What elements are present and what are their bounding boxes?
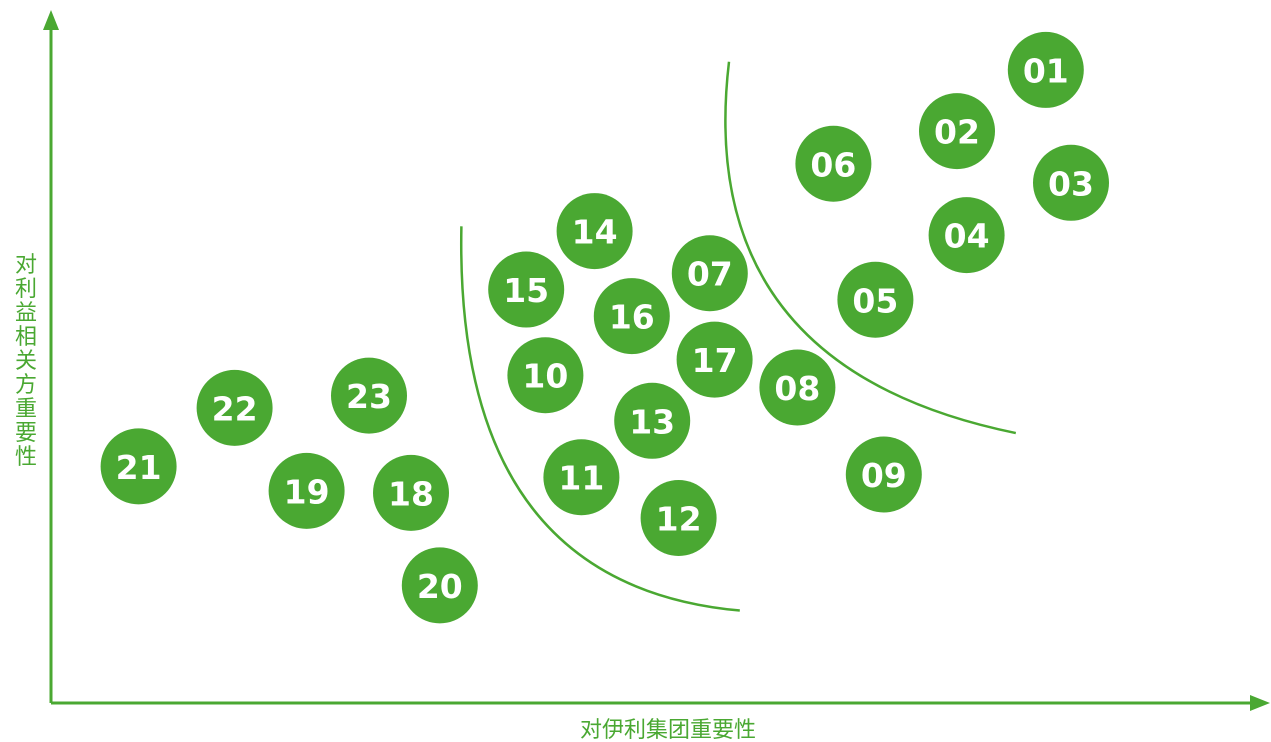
- data-point-13: 13: [614, 382, 691, 459]
- point-marker: [373, 454, 449, 531]
- point-label: 16: [609, 298, 655, 337]
- point-marker: [507, 337, 584, 414]
- point-marker: [759, 349, 836, 426]
- point-label: 18: [388, 474, 434, 513]
- point-label: 13: [629, 402, 675, 441]
- y-axis-arrow-icon: [43, 10, 59, 30]
- point-label: 09: [861, 456, 907, 495]
- point-label: 19: [284, 472, 330, 511]
- data-point-09: 09: [845, 436, 922, 513]
- point-marker: [196, 369, 273, 446]
- point-label: 15: [503, 271, 549, 310]
- data-point-04: 04: [928, 197, 1005, 274]
- point-marker: [614, 382, 691, 459]
- point-marker: [837, 261, 914, 338]
- data-point-03: 03: [1033, 144, 1109, 221]
- data-point-05: 05: [837, 261, 914, 338]
- point-marker: [845, 436, 922, 513]
- axes: [43, 10, 1270, 711]
- point-label: 14: [572, 213, 618, 252]
- data-points: 01 02 03 04 05 06 07 08 09 10 11 12 13 14 15 16 17 18 19 20…: [100, 31, 1109, 624]
- data-point-20: 20: [401, 547, 478, 624]
- data-point-01: 01: [1007, 31, 1084, 108]
- data-point-19: 19: [268, 452, 345, 529]
- point-label: 07: [687, 255, 733, 294]
- point-label: 02: [934, 113, 980, 152]
- point-marker: [556, 193, 633, 270]
- point-marker: [671, 235, 748, 312]
- point-marker: [401, 547, 478, 624]
- point-marker: [488, 251, 565, 328]
- point-marker: [795, 125, 872, 202]
- data-point-18: 18: [373, 454, 449, 531]
- data-point-15: 15: [488, 251, 565, 328]
- boundary-curve-2: [724, 61, 1017, 435]
- point-label: 08: [774, 369, 820, 408]
- data-point-23: 23: [331, 357, 407, 434]
- data-point-14: 14: [556, 193, 633, 270]
- data-point-02: 02: [919, 93, 995, 170]
- point-label: 01: [1023, 51, 1069, 90]
- point-marker: [100, 428, 177, 505]
- boundary-curve-1: [460, 226, 740, 612]
- point-label: 11: [558, 459, 604, 498]
- point-marker: [593, 278, 670, 355]
- point-label: 04: [944, 217, 990, 256]
- point-marker: [268, 452, 345, 529]
- data-point-17: 17: [676, 321, 753, 398]
- point-label: 20: [417, 567, 463, 606]
- data-point-07: 07: [671, 235, 748, 312]
- point-marker: [928, 197, 1005, 274]
- data-point-06: 06: [795, 125, 872, 202]
- point-marker: [1033, 144, 1109, 221]
- point-label: 22: [212, 389, 258, 428]
- data-point-10: 10: [507, 337, 584, 414]
- point-label: 05: [852, 281, 898, 320]
- point-marker: [676, 321, 753, 398]
- point-marker: [543, 439, 620, 516]
- data-point-22: 22: [196, 369, 273, 446]
- point-marker: [640, 480, 717, 557]
- point-marker: [331, 357, 407, 434]
- point-label: 23: [346, 377, 392, 416]
- x-axis-arrow-icon: [1250, 695, 1270, 711]
- data-point-12: 12: [640, 480, 717, 557]
- point-label: 21: [116, 448, 162, 487]
- data-point-11: 11: [543, 439, 620, 516]
- data-point-08: 08: [759, 349, 836, 426]
- point-label: 10: [522, 357, 568, 396]
- point-marker: [919, 93, 995, 170]
- data-point-16: 16: [593, 278, 670, 355]
- point-label: 03: [1048, 164, 1094, 203]
- point-label: 12: [656, 500, 702, 539]
- y-axis-title: 对利益相关方重要性: [15, 253, 37, 470]
- point-marker: [1007, 31, 1084, 108]
- data-point-21: 21: [100, 428, 177, 505]
- point-label: 17: [692, 341, 738, 380]
- boundary-curves: [460, 61, 1017, 612]
- x-axis-title: 对伊利集团重要性: [580, 718, 756, 742]
- point-label: 06: [810, 145, 856, 184]
